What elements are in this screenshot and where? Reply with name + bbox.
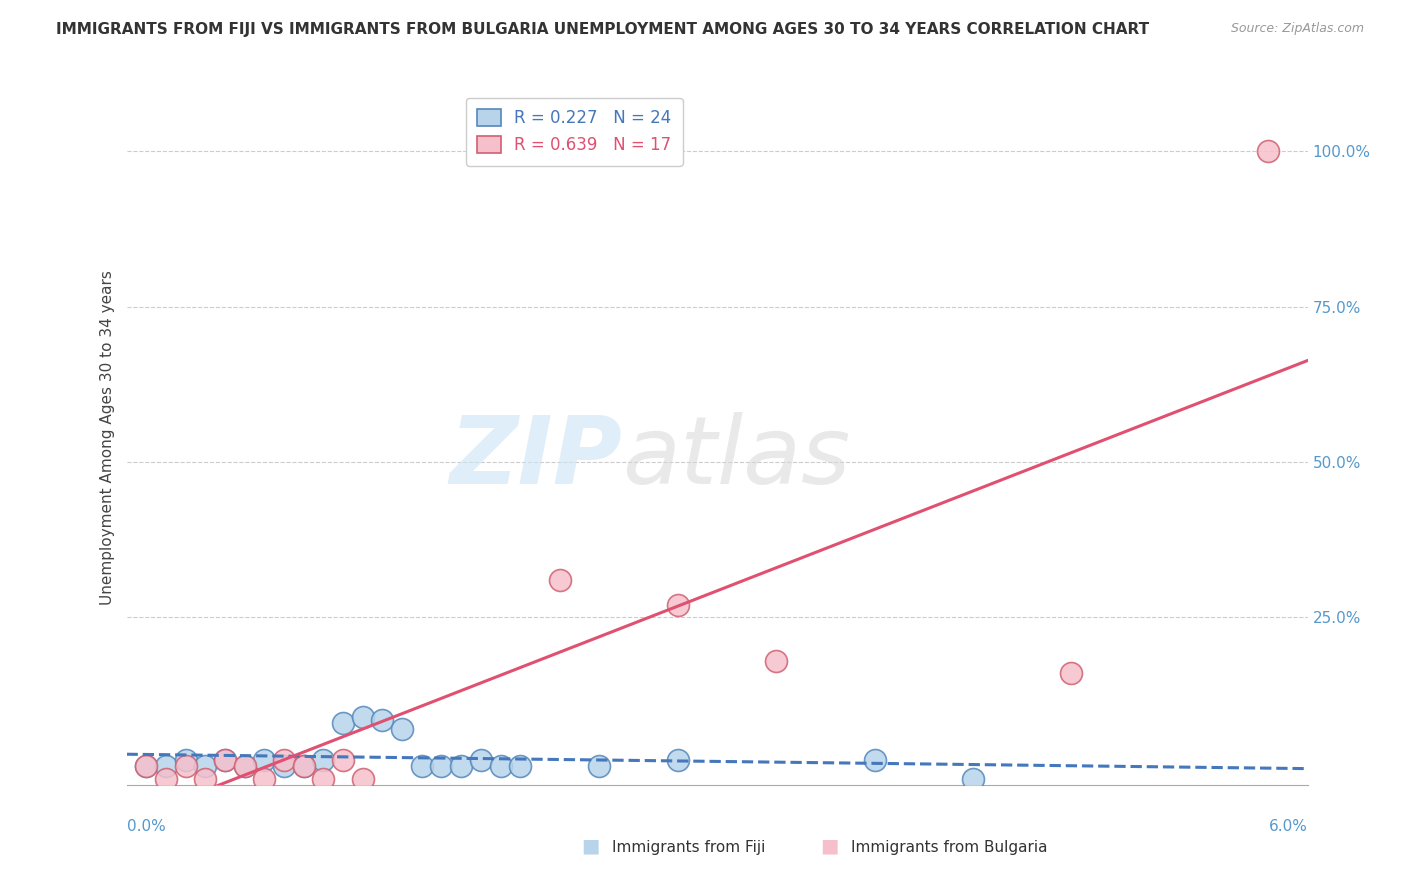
Point: [273, 753, 295, 767]
Point: [588, 759, 610, 773]
Text: 0.0%: 0.0%: [127, 819, 166, 834]
Point: [233, 759, 256, 773]
Point: [155, 759, 177, 773]
Text: IMMIGRANTS FROM FIJI VS IMMIGRANTS FROM BULGARIA UNEMPLOYMENT AMONG AGES 30 TO 3: IMMIGRANTS FROM FIJI VS IMMIGRANTS FROM …: [56, 22, 1149, 37]
Point: [214, 753, 236, 767]
Point: [332, 715, 354, 730]
Point: [292, 759, 315, 773]
Point: [371, 713, 394, 727]
Point: [312, 753, 335, 767]
Point: [666, 598, 689, 612]
Point: [489, 759, 512, 773]
Point: [174, 759, 197, 773]
Point: [233, 759, 256, 773]
Text: Immigrants from Bulgaria: Immigrants from Bulgaria: [851, 840, 1047, 855]
Point: [863, 753, 886, 767]
Point: [155, 772, 177, 786]
Point: [430, 759, 453, 773]
Text: atlas: atlas: [623, 412, 851, 503]
Point: [352, 772, 374, 786]
Point: [1060, 666, 1083, 681]
Point: [214, 753, 236, 767]
Point: [391, 722, 413, 736]
Point: [194, 759, 217, 773]
Point: [411, 759, 433, 773]
Point: [450, 759, 472, 773]
Point: [470, 753, 492, 767]
Point: [962, 772, 984, 786]
Point: [352, 709, 374, 723]
Point: [666, 753, 689, 767]
Point: [509, 759, 531, 773]
Point: [292, 759, 315, 773]
Point: [194, 772, 217, 786]
Point: [135, 759, 157, 773]
Point: [312, 772, 335, 786]
Point: [548, 573, 571, 587]
Point: [135, 759, 157, 773]
Text: 6.0%: 6.0%: [1268, 819, 1308, 834]
Text: ■: ■: [581, 837, 600, 855]
Point: [174, 753, 197, 767]
Point: [332, 753, 354, 767]
Text: Immigrants from Fiji: Immigrants from Fiji: [612, 840, 765, 855]
Point: [765, 654, 787, 668]
Legend: R = 0.227   N = 24, R = 0.639   N = 17: R = 0.227 N = 24, R = 0.639 N = 17: [465, 97, 683, 166]
Text: ZIP: ZIP: [450, 412, 623, 504]
Y-axis label: Unemployment Among Ages 30 to 34 years: Unemployment Among Ages 30 to 34 years: [100, 269, 115, 605]
Point: [1257, 145, 1279, 159]
Point: [253, 772, 276, 786]
Text: Source: ZipAtlas.com: Source: ZipAtlas.com: [1230, 22, 1364, 36]
Point: [273, 759, 295, 773]
Point: [253, 753, 276, 767]
Text: ■: ■: [820, 837, 839, 855]
